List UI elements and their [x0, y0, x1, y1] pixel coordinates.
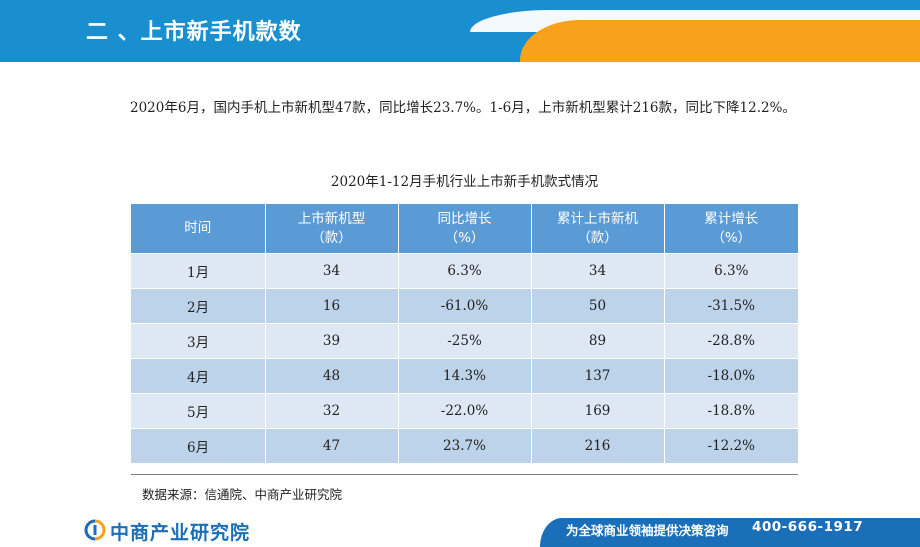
footer-blue-band	[540, 518, 920, 547]
header-cumulative-models-unit: （款）	[577, 229, 618, 246]
cell-cumulative-models: 34	[531, 253, 665, 289]
cell-month: 2月	[131, 288, 266, 324]
cell-month: 1月	[131, 253, 266, 289]
table-row: 4月 48 14.3% 137 -18.0%	[131, 358, 798, 394]
phone-models-table: 时间 上市新机型 （款） 同比增长 （%） 累计上市新机 （款） 累计增长 （%） 1月…	[131, 204, 798, 463]
header-time: 时间	[131, 204, 266, 254]
header-yoy-growth-label: 同比增长	[437, 210, 492, 227]
cell-new-models: 48	[265, 358, 399, 394]
cell-new-models: 16	[265, 288, 399, 324]
cell-month: 3月	[131, 323, 266, 359]
cell-cumulative-models: 89	[531, 323, 665, 359]
header-new-models-label: 上市新机型	[297, 210, 366, 227]
cell-new-models: 34	[265, 253, 399, 289]
cell-cumulative-growth: -18.0%	[664, 358, 798, 394]
header-cumulative-models-label: 累计上市新机	[557, 210, 638, 227]
cell-cumulative-models: 50	[531, 288, 665, 324]
data-source-note: 数据来源：信通院、中商产业研究院	[142, 487, 343, 502]
page-title: 二 、上市新手机款数	[86, 20, 302, 45]
cell-new-models: 39	[265, 323, 399, 359]
header-yoy-growth: 同比增长 （%）	[398, 204, 532, 254]
cell-month: 4月	[131, 358, 266, 394]
cell-month: 6月	[131, 428, 266, 463]
header-new-models: 上市新机型 （款）	[265, 204, 399, 254]
table-row: 1月 34 6.3% 34 6.3%	[131, 253, 798, 289]
table-header-row: 时间 上市新机型 （款） 同比增长 （%） 累计上市新机 （款） 累计增长 （%）	[131, 204, 798, 254]
cell-cumulative-growth: -12.2%	[664, 428, 798, 463]
footer-phone: 400-666-1917	[752, 519, 864, 535]
cell-yoy-growth: 6.3%	[398, 253, 532, 289]
cell-yoy-growth: 14.3%	[398, 358, 532, 394]
table-row: 6月 47 23.7% 216 -12.2%	[131, 428, 798, 463]
cell-month: 5月	[131, 393, 266, 429]
header-new-models-unit: （款）	[311, 229, 352, 246]
cell-cumulative-models: 216	[531, 428, 665, 463]
cell-cumulative-models: 169	[531, 393, 665, 429]
header-cumulative-growth-unit: （%）	[711, 229, 752, 246]
cell-cumulative-growth: -18.8%	[664, 393, 798, 429]
cell-cumulative-growth: -31.5%	[664, 288, 798, 324]
table-row: 5月 32 -22.0% 169 -18.8%	[131, 393, 798, 429]
header-cumulative-growth-label: 累计增长	[704, 210, 759, 227]
header-time-label: 时间	[184, 220, 212, 236]
cell-yoy-growth: 23.7%	[398, 428, 532, 463]
cell-yoy-growth: -61.0%	[398, 288, 532, 324]
company-logo-icon	[84, 519, 106, 541]
table-caption: 2020年1-12月手机行业上市新手机款式情况	[330, 174, 599, 190]
cell-cumulative-growth: 6.3%	[664, 253, 798, 289]
header-band: 二 、上市新手机款数	[0, 0, 920, 62]
table-row: 3月 39 -25% 89 -28.8%	[131, 323, 798, 359]
summary-paragraph: 2020年6月，国内手机上市新机型47款，同比增长23.7%。1-6月，上市新机…	[130, 100, 796, 116]
header-orange-band	[520, 20, 920, 62]
cell-cumulative-growth: -28.8%	[664, 323, 798, 359]
header-cumulative-models: 累计上市新机 （款）	[531, 204, 665, 254]
company-logo-text: 中商产业研究院	[110, 522, 251, 544]
table-bottom-rule	[131, 474, 798, 475]
cell-new-models: 47	[265, 428, 399, 463]
header-yoy-growth-unit: （%）	[444, 229, 485, 246]
header-cumulative-growth: 累计增长 （%）	[664, 204, 798, 254]
footer-slogan: 为全球商业领袖提供决策咨询	[566, 523, 729, 538]
cell-yoy-growth: -22.0%	[398, 393, 532, 429]
cell-new-models: 32	[265, 393, 399, 429]
footer-band: 中商产业研究院 为全球商业领袖提供决策咨询 400-666-1917	[0, 514, 920, 547]
table-row: 2月 16 -61.0% 50 -31.5%	[131, 288, 798, 324]
cell-cumulative-models: 137	[531, 358, 665, 394]
cell-yoy-growth: -25%	[398, 323, 532, 359]
footer-logo-area	[0, 514, 560, 547]
